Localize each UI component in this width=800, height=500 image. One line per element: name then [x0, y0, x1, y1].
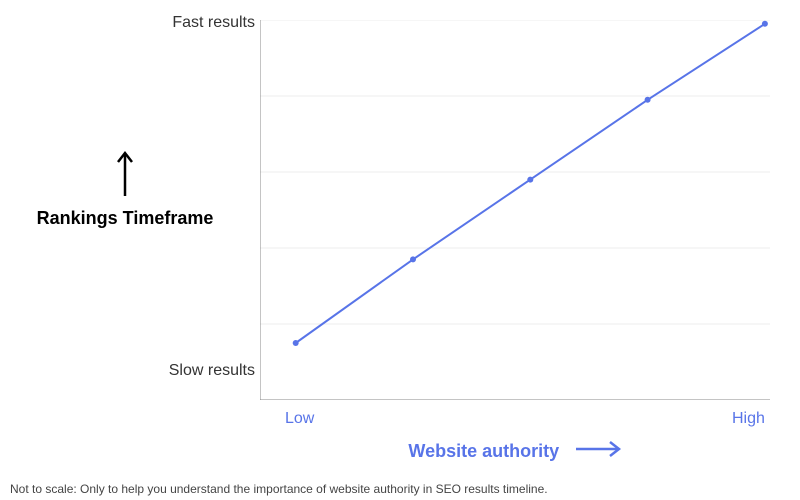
y-tick-bottom: Slow results	[169, 362, 255, 380]
chart-container: Rankings Timeframe Fast results Slow res…	[0, 0, 800, 500]
y-axis-title-block: Rankings Timeframe	[0, 150, 250, 229]
y-axis-title: Rankings Timeframe	[0, 208, 250, 229]
arrow-up-icon	[115, 150, 135, 198]
x-tick-low: Low	[285, 410, 314, 428]
arrow-right-icon	[574, 440, 622, 463]
x-axis-title: Website authority	[408, 441, 559, 462]
x-tick-high: High	[732, 410, 765, 428]
y-tick-top: Fast results	[172, 14, 255, 32]
plot-area	[260, 20, 770, 400]
footnote: Not to scale: Only to help you understan…	[10, 482, 548, 496]
x-axis-title-block: Website authority	[260, 440, 770, 463]
chart-svg	[260, 20, 770, 400]
